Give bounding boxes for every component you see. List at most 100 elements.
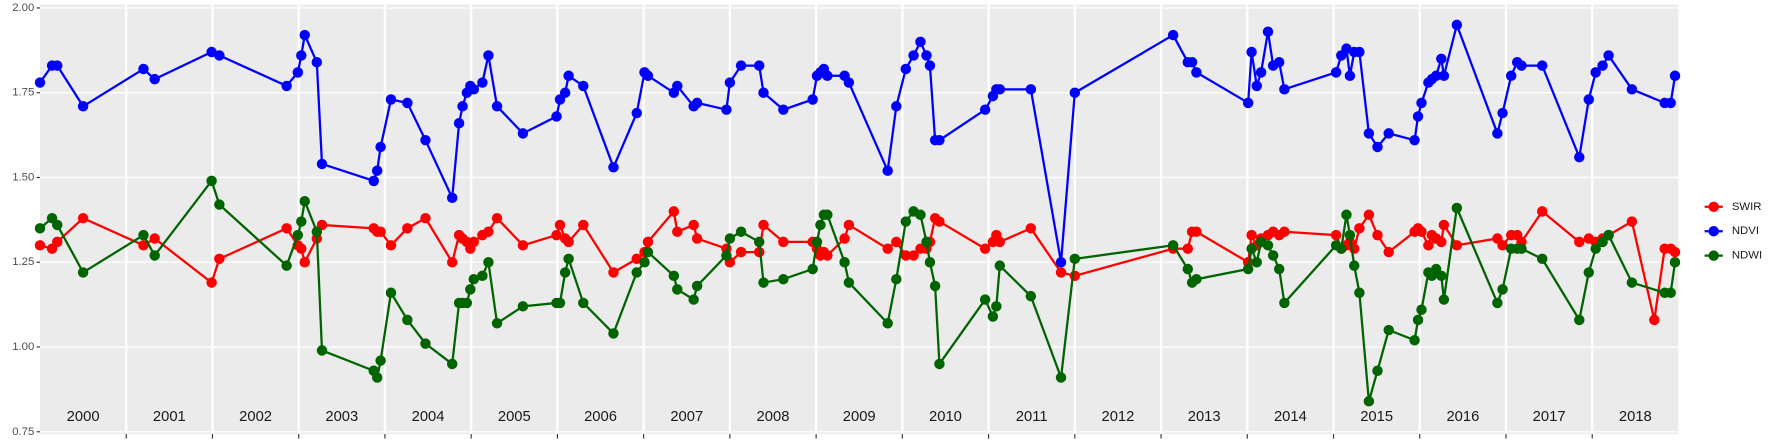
point	[1262, 26, 1274, 37]
point	[1583, 94, 1595, 105]
y-tick-label: 0.75	[12, 426, 34, 438]
point	[138, 229, 149, 241]
point	[753, 60, 765, 71]
point	[551, 229, 562, 241]
point	[631, 267, 642, 278]
point	[34, 77, 46, 88]
year-label: 2006	[584, 409, 617, 425]
y-tick-label: 1.50	[12, 171, 34, 183]
point	[1279, 226, 1290, 237]
legend-marker	[1708, 250, 1719, 261]
point	[52, 236, 63, 248]
point	[1279, 84, 1290, 95]
point	[1354, 287, 1365, 298]
point	[1416, 304, 1427, 315]
point	[77, 101, 89, 112]
point	[149, 233, 160, 244]
point	[1430, 70, 1442, 81]
point	[453, 118, 465, 129]
point	[1354, 46, 1365, 58]
point	[1423, 240, 1434, 251]
point	[316, 158, 328, 170]
point	[1665, 97, 1676, 109]
point	[214, 50, 225, 61]
point	[1492, 297, 1503, 309]
legend-label: SWIR	[1732, 201, 1762, 213]
point	[468, 273, 479, 285]
point	[822, 250, 833, 261]
point	[1492, 128, 1503, 139]
point	[1383, 128, 1394, 139]
point	[563, 253, 574, 265]
point	[1574, 314, 1585, 326]
point	[1344, 229, 1356, 241]
point	[1412, 111, 1424, 122]
point	[34, 223, 46, 234]
point	[991, 301, 1002, 312]
point	[921, 50, 932, 61]
y-tick-label: 2.00	[12, 2, 34, 14]
point	[642, 70, 654, 81]
point	[1451, 202, 1463, 214]
point	[206, 277, 217, 288]
point	[1497, 240, 1508, 251]
point	[843, 77, 855, 88]
point	[1251, 80, 1263, 92]
point	[642, 236, 654, 248]
point	[1055, 267, 1067, 278]
year-label: 2012	[1102, 409, 1135, 425]
point	[214, 199, 225, 210]
point	[1330, 229, 1342, 241]
year-label: 2011	[1016, 409, 1048, 425]
point	[994, 260, 1006, 271]
point	[517, 128, 529, 139]
point	[1669, 246, 1681, 258]
point	[299, 29, 310, 41]
point	[311, 56, 323, 68]
point	[900, 63, 912, 75]
point	[1497, 107, 1508, 119]
point	[1412, 314, 1424, 326]
year-label: 2003	[325, 409, 358, 425]
year-label: 2018	[1619, 409, 1652, 425]
point	[402, 314, 413, 326]
point	[446, 257, 458, 268]
point	[1267, 250, 1279, 261]
point	[296, 243, 307, 254]
point	[1182, 243, 1194, 254]
point	[608, 162, 619, 173]
point	[420, 338, 431, 349]
point	[1273, 263, 1285, 275]
point	[292, 67, 304, 78]
point	[1191, 273, 1202, 285]
point	[1574, 151, 1585, 163]
point	[554, 219, 566, 231]
point	[839, 233, 850, 244]
point	[721, 104, 732, 115]
point	[149, 73, 160, 85]
year-label: 2001	[153, 409, 186, 425]
point	[461, 297, 473, 309]
point	[815, 219, 826, 231]
year-label: 2017	[1533, 409, 1566, 425]
point	[691, 97, 703, 109]
point	[1242, 97, 1254, 109]
point	[1626, 216, 1638, 227]
point	[402, 223, 413, 234]
point	[807, 94, 818, 105]
year-label: 2007	[670, 409, 703, 425]
point	[979, 243, 991, 254]
point	[811, 236, 823, 248]
point	[483, 257, 494, 268]
point	[1273, 56, 1285, 68]
point	[1341, 209, 1352, 221]
point	[375, 226, 386, 237]
point	[822, 209, 833, 221]
point	[1251, 257, 1263, 268]
point	[281, 80, 292, 92]
point	[735, 60, 747, 71]
point	[1055, 257, 1067, 268]
point	[691, 280, 703, 292]
point	[477, 270, 488, 282]
point	[385, 287, 397, 298]
